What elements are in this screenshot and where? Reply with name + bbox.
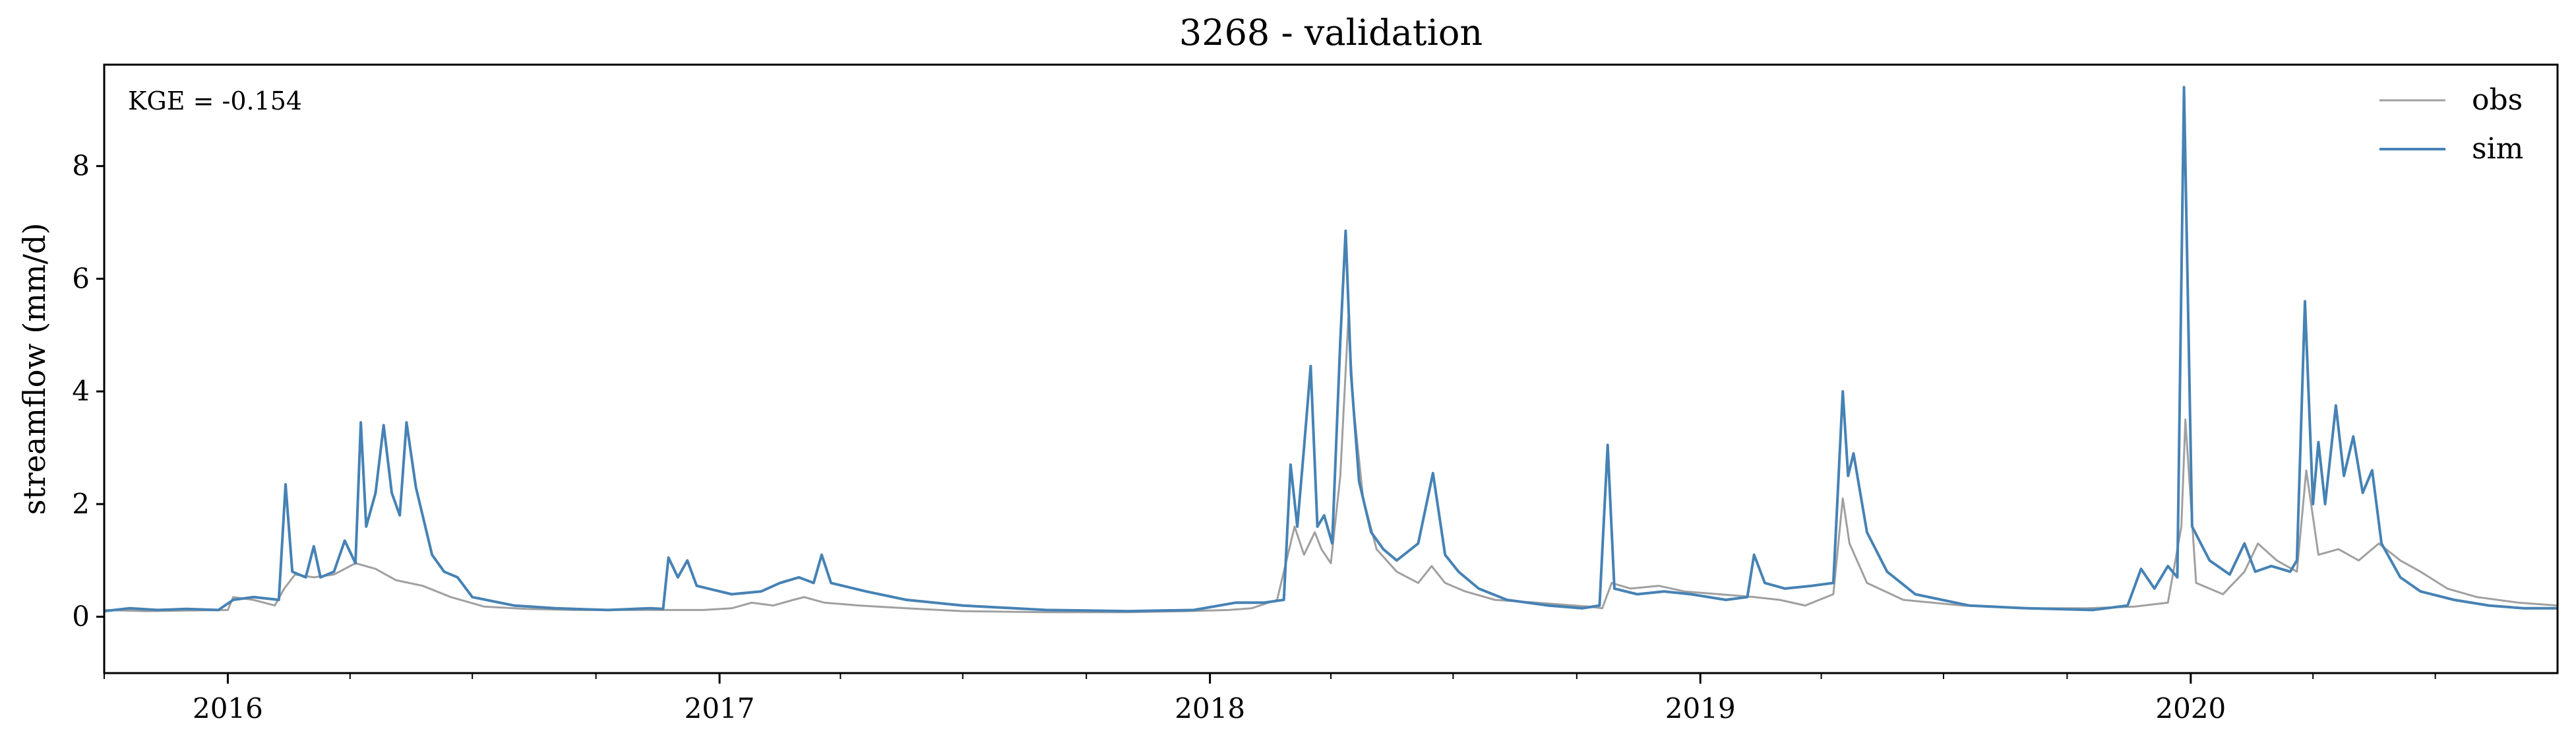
legend: obs sim bbox=[2379, 83, 2523, 166]
legend-label-obs: obs bbox=[2472, 83, 2523, 117]
x-tick-label: 2019 bbox=[1665, 692, 1736, 725]
x-tick-label: 2016 bbox=[193, 692, 263, 725]
x-tick-label: 2017 bbox=[685, 692, 755, 725]
kge-annotation: KGE = -0.154 bbox=[128, 86, 302, 115]
x-tick-label: 2020 bbox=[2155, 692, 2226, 725]
y-axis-label: streamflow (mm/d) bbox=[16, 223, 52, 515]
y-tick-label: 0 bbox=[72, 601, 90, 633]
x-tick-label: 2018 bbox=[1175, 692, 1245, 725]
y-tick-label: 4 bbox=[72, 375, 90, 407]
series-line-sim bbox=[104, 86, 2558, 613]
plot-area bbox=[104, 86, 2558, 614]
chart-title: 3268 - validation bbox=[1179, 12, 1483, 53]
y-tick-label: 8 bbox=[72, 150, 90, 182]
legend-label-sim: sim bbox=[2472, 132, 2523, 166]
y-tick-label: 2 bbox=[72, 488, 90, 520]
y-tick-label: 6 bbox=[72, 262, 90, 294]
